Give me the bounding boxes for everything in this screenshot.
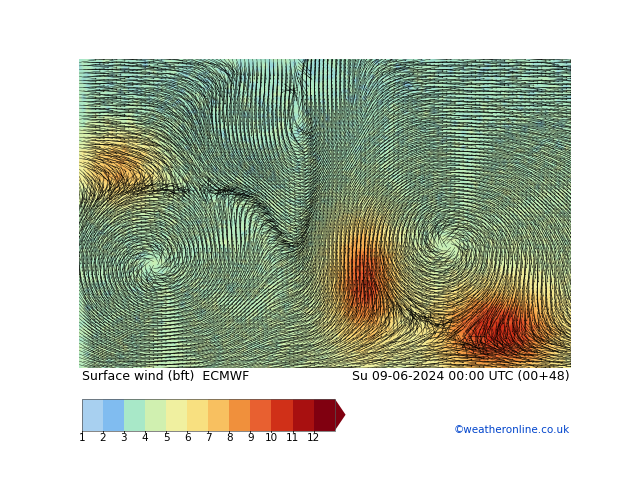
Text: 11: 11 (286, 433, 299, 443)
Text: Su 09-06-2024 00:00 UTC (00+48): Su 09-06-2024 00:00 UTC (00+48) (352, 370, 569, 383)
Bar (166, 399, 187, 431)
Bar (187, 399, 208, 431)
Text: 12: 12 (307, 433, 320, 443)
Bar (230, 399, 250, 431)
Bar (271, 399, 292, 431)
Text: 9: 9 (247, 433, 254, 443)
Text: Surface wind (bft)  ECMWF: Surface wind (bft) ECMWF (82, 370, 249, 383)
Bar (314, 399, 335, 431)
Bar (145, 399, 166, 431)
Text: ©weatheronline.co.uk: ©weatheronline.co.uk (453, 425, 569, 435)
Bar (103, 399, 124, 431)
Text: 7: 7 (205, 433, 212, 443)
Bar (250, 399, 271, 431)
Text: 3: 3 (120, 433, 127, 443)
Text: 8: 8 (226, 433, 233, 443)
Bar (292, 399, 314, 431)
Text: 1: 1 (79, 433, 85, 443)
Polygon shape (335, 399, 346, 431)
Bar (208, 399, 230, 431)
Bar (124, 399, 145, 431)
Text: 6: 6 (184, 433, 190, 443)
Text: 5: 5 (163, 433, 169, 443)
Text: 10: 10 (265, 433, 278, 443)
Bar (82, 399, 103, 431)
Bar (82, 399, 335, 431)
Text: 2: 2 (100, 433, 106, 443)
Text: 4: 4 (141, 433, 148, 443)
